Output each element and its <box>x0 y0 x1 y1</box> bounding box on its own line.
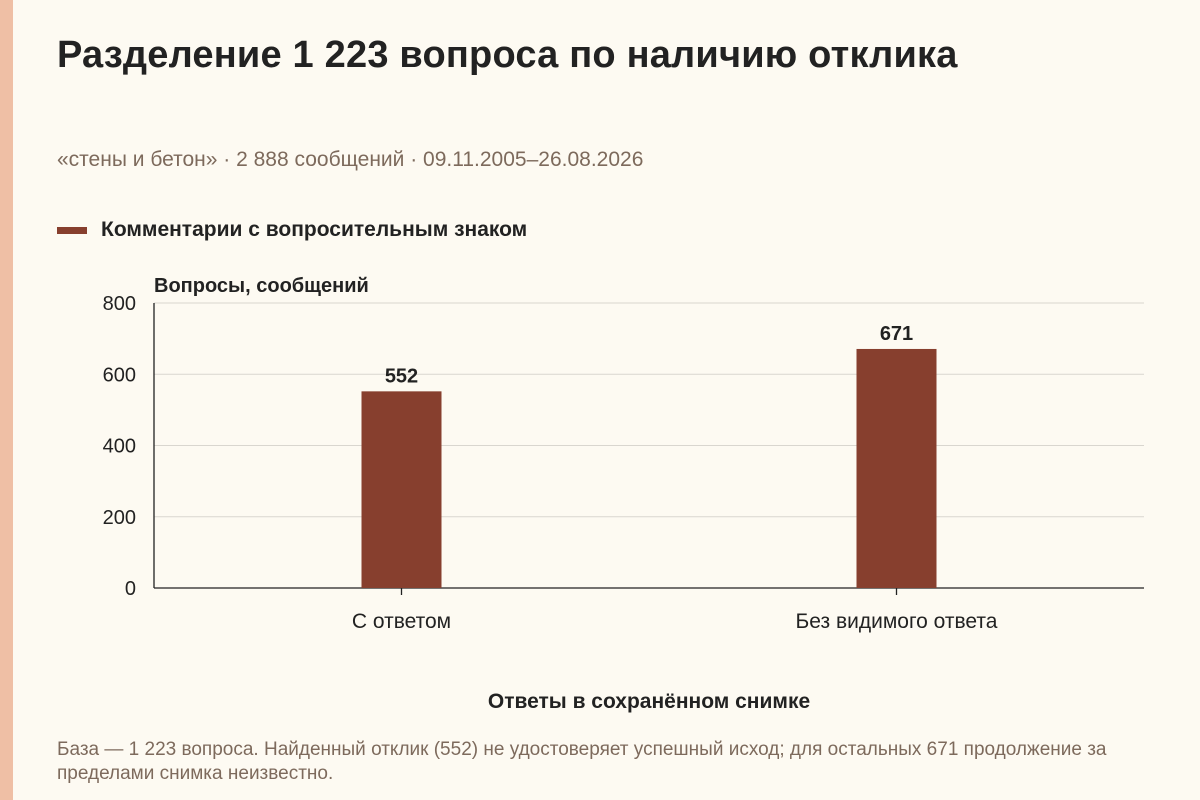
x-axis-label: Ответы в сохранённом снимке <box>488 690 810 713</box>
chart-subtitle: «стены и бетон» · 2 888 сообщений · 09.1… <box>57 148 644 171</box>
chart-title: Разделение 1 223 вопроса по наличию откл… <box>57 34 958 76</box>
bar <box>856 348 937 588</box>
bar-value-label: 552 <box>385 365 418 387</box>
legend-swatch <box>57 226 87 234</box>
bar-value-label: 671 <box>880 323 913 345</box>
accent-strip <box>0 0 13 800</box>
x-tick-label: Без видимого ответа <box>796 610 998 633</box>
y-tick-label: 600 <box>103 364 136 386</box>
footnote: База — 1 223 вопроса. Найденный отклик (… <box>57 739 1107 784</box>
legend: Комментарии с вопросительным знаком <box>57 218 527 242</box>
y-tick-label: 400 <box>103 436 136 458</box>
y-tick-label: 0 <box>125 578 136 600</box>
y-tick-label: 800 <box>103 293 136 315</box>
bar <box>361 391 442 588</box>
y-axis-label: Вопросы, сообщений <box>154 275 369 297</box>
legend-label: Комментарии с вопросительным знаком <box>101 218 528 241</box>
y-tick-label: 200 <box>103 507 136 529</box>
x-tick-label: С ответом <box>352 610 451 633</box>
